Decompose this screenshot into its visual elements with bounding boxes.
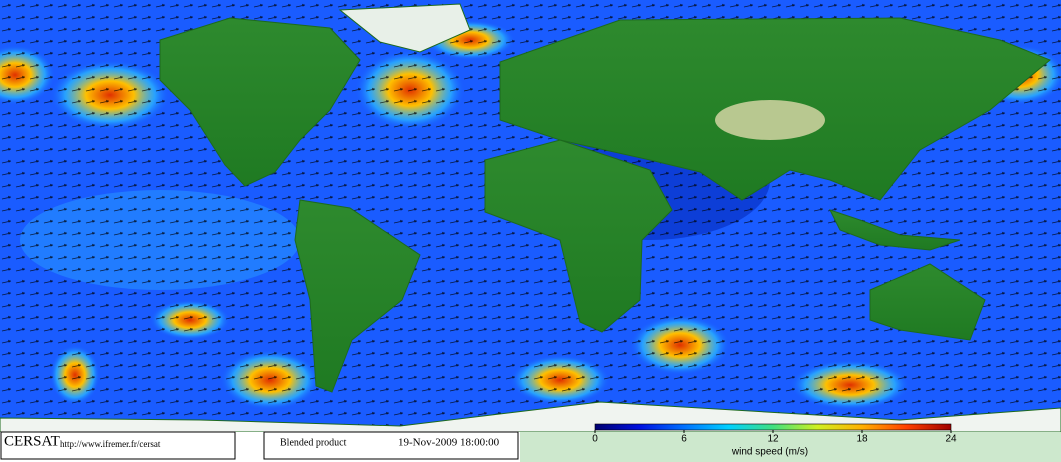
colorbar-tick-label: 0	[592, 434, 598, 445]
product: Blended product	[280, 437, 347, 448]
colorbar-fill	[594, 423, 952, 431]
colorbar-tick-label: 18	[856, 434, 868, 445]
logo: CERSAT	[4, 433, 60, 449]
colorbar-tick-label: 12	[767, 434, 779, 445]
colorbar-tick-label: 24	[945, 434, 957, 445]
colorbar: 0 6 12 18 24	[592, 423, 957, 445]
colorbar-label: wind speed (m/s)	[731, 447, 808, 458]
logo-box	[0, 431, 236, 460]
url[interactable]: http://www.ifremer.fr/cersat	[60, 439, 161, 449]
product-box	[263, 431, 519, 460]
antarctica-strip	[520, 432, 1061, 462]
colorbar-tick-label: 6	[681, 434, 687, 445]
date: 19-Nov-2009 18:00:00	[398, 437, 500, 449]
